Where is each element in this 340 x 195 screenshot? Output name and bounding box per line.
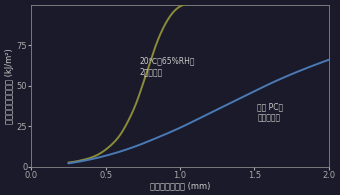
- Text: 20℃、65%RHで
2週間調湿: 20℃、65%RHで 2週間調湿: [140, 57, 195, 77]
- Text: 乾燥 PCコ
ンパウンド: 乾燥 PCコ ンパウンド: [257, 102, 283, 122]
- Y-axis label: シャルピー衆撃強度 (kJ/m²): シャルピー衆撃強度 (kJ/m²): [5, 48, 14, 124]
- X-axis label: ノッチ先端半径 (mm): ノッチ先端半径 (mm): [150, 181, 210, 190]
